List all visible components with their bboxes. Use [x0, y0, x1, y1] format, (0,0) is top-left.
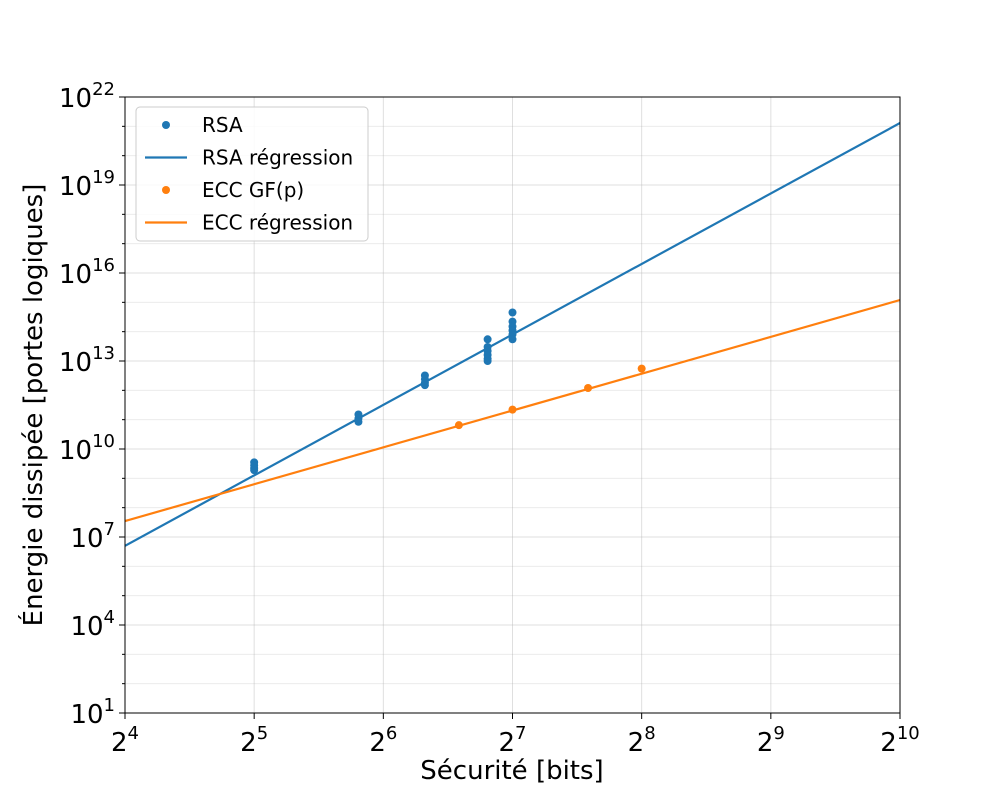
- legend-marker: [162, 186, 170, 194]
- y-tick-label: 1010: [59, 431, 115, 466]
- x-axis-label: Sécurité [bits]: [420, 756, 603, 786]
- y-tick-label: 1016: [59, 255, 115, 290]
- legend: RSA RSA régression ECC GF(p) ECC régression: [135, 106, 369, 242]
- rsa-point: [508, 335, 517, 344]
- rsa-point: [508, 308, 517, 317]
- legend-marker: [162, 121, 170, 129]
- legend-label: ECC GF(p): [202, 178, 304, 202]
- legend-label: ECC régression: [202, 211, 353, 235]
- x-tick-label: 29: [757, 723, 785, 758]
- rsa-point: [483, 357, 492, 365]
- grid: [124, 96, 901, 714]
- rsa-point: [250, 466, 259, 475]
- x-tick-label: 25: [240, 723, 268, 758]
- rsa-point: [420, 381, 429, 390]
- y-tick-label: 1022: [59, 79, 115, 114]
- x-tick-label: 210: [880, 723, 919, 758]
- rsa-point: [483, 335, 492, 344]
- legend-label: RSA: [202, 113, 243, 137]
- axis-ticks: 24 25 26 27 28 29 210 101 104 107 1010 1013 1016 1019…: [59, 79, 920, 758]
- legend-label: RSA régression: [202, 146, 353, 170]
- ecc-point: [637, 364, 646, 373]
- ecc-point: [454, 421, 463, 430]
- y-tick-label: 107: [70, 519, 115, 554]
- ecc-point: [584, 384, 593, 393]
- plot-series: [125, 122, 900, 547]
- x-tick-label: 28: [628, 723, 656, 758]
- y-tick-label: 101: [70, 695, 115, 730]
- legend-box: [135, 106, 369, 242]
- rsa-point: [354, 417, 363, 426]
- x-tick-label: 24: [111, 723, 139, 758]
- y-axis-label: Énergie dissipée [portes logiques]: [17, 184, 49, 627]
- y-tick-label: 1013: [59, 343, 115, 378]
- x-tick-label: 27: [499, 723, 527, 758]
- ecc-point: [508, 405, 517, 414]
- y-tick-label: 1019: [59, 167, 115, 202]
- x-tick-label: 26: [369, 723, 397, 758]
- y-tick-label: 104: [70, 607, 115, 642]
